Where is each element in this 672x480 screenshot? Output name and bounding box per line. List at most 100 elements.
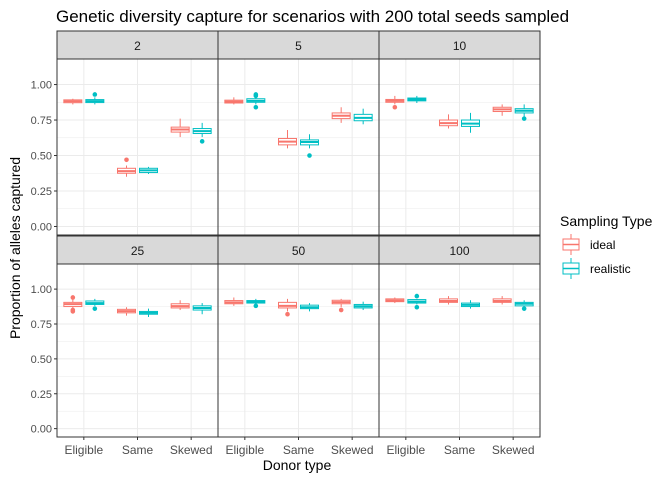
legend-entry-realistic: realistic [562,258,631,279]
y-tick-label: 0.00 [31,221,52,233]
facet-strip-label: 10 [453,39,467,53]
x-tick-label: Eligible [64,443,103,457]
outlier-point [124,157,129,163]
outlier-point [92,92,98,97]
box-ideal [278,298,297,317]
box-ideal [331,107,351,123]
outlier-point [199,139,205,144]
box-ideal [170,118,190,138]
box-ideal [117,307,136,316]
box-ideal [117,157,136,177]
box-ideal [439,114,458,129]
x-tick-label: Eligible [225,443,264,457]
box-realistic [139,308,158,318]
outlier-point [92,306,98,311]
facet-panel: 2 0.00 0.25 0.50 0.75 1.00 [31,30,219,236]
facet-panel: 100 Eligible Same Skewed [378,235,541,457]
facet-panel: 5 [217,30,380,236]
box-realistic [139,166,158,174]
legend: Sampling Type ideal realistic [560,213,653,279]
box-realistic [353,301,373,311]
outlier-point [285,311,290,317]
x-tick-label: Eligible [386,443,425,457]
facet-strip [56,235,219,265]
outlier-point [521,306,527,311]
y-tick-label: 1.00 [31,80,52,92]
box-ideal [492,296,512,305]
facet-panel: 50 Eligible Same Skewed [217,235,380,457]
outlier-point [70,295,76,300]
legend-entry-ideal: ideal [562,234,615,255]
outlier-point [307,153,312,158]
y-tick-label: 0.00 [31,424,52,436]
x-tick-label: Same [122,443,154,457]
x-tick-label: Skewed [331,443,374,457]
outlier-point [253,104,259,110]
x-tick-label: Same [444,443,476,457]
outlier-point [414,304,420,310]
facet-strip-label: 5 [295,39,302,53]
legend-label: ideal [590,238,615,252]
facet-strip-label: 25 [131,244,145,258]
box-realistic [514,104,534,121]
outlier-point [70,307,76,313]
box-ideal [224,297,244,306]
outlier-point [392,104,398,110]
box-realistic [407,293,427,310]
box-realistic [461,112,480,133]
box-realistic [353,108,373,125]
box-realistic [85,92,105,105]
y-tick-label: 0.25 [31,186,52,198]
box-ideal [385,95,405,110]
facet-strip [56,30,219,60]
y-tick-label: 0.50 [31,354,52,366]
chart-title: Genetic diversity capture for scenarios … [56,7,569,26]
outlier-point [253,303,259,309]
facet-panel: 10 [378,30,541,236]
x-tick-label: Same [283,443,315,457]
box-realistic [300,134,319,158]
box-realistic [246,92,266,110]
box-realistic [514,300,534,311]
legend-title: Sampling Type [560,213,653,229]
panel-border [378,58,541,236]
y-tick-label: 1.00 [31,284,52,296]
box-ideal [439,296,458,305]
box-ideal [63,98,83,105]
y-tick-label: 0.75 [31,115,52,127]
box-ideal [278,129,297,149]
outlier-point [521,116,527,121]
y-tick-label: 0.50 [31,151,52,163]
y-tick-label: 0.75 [31,319,52,331]
x-tick-label: Skewed [170,443,213,457]
facet-grid: 2 0.00 0.25 0.50 0.75 1.00 5 10 25 0.00 0.25 0.50 0.… [31,30,541,457]
box-ideal [331,298,351,313]
facet-panel: 25 0.00 0.25 0.50 0.75 1.00 Eligible Same Skewed [31,235,219,457]
box-realistic [246,298,266,309]
x-tick-label: Skewed [492,443,535,457]
box-realistic [192,303,212,315]
facet-strip [217,30,380,60]
box-ideal [492,104,512,116]
y-tick-label: 0.25 [31,389,52,401]
box-ideal [170,300,190,311]
box-realistic [85,298,105,311]
facet-strip [217,235,380,265]
box-realistic [461,300,480,309]
facet-strip-label: 2 [134,39,141,53]
box-ideal [63,295,83,314]
outlier-point [414,293,420,299]
box-realistic [407,95,427,103]
outlier-point [253,92,259,97]
legend-label: realistic [590,262,631,276]
outlier-point [338,307,344,313]
facet-strip-label: 100 [449,244,469,258]
box-realistic [300,303,319,312]
box-ideal [224,97,244,105]
facet-strip-label: 50 [292,244,306,258]
x-axis-label: Donor type [263,457,332,473]
facet-strip [378,30,541,60]
box-ideal [385,297,405,304]
facet-strip [378,235,541,265]
